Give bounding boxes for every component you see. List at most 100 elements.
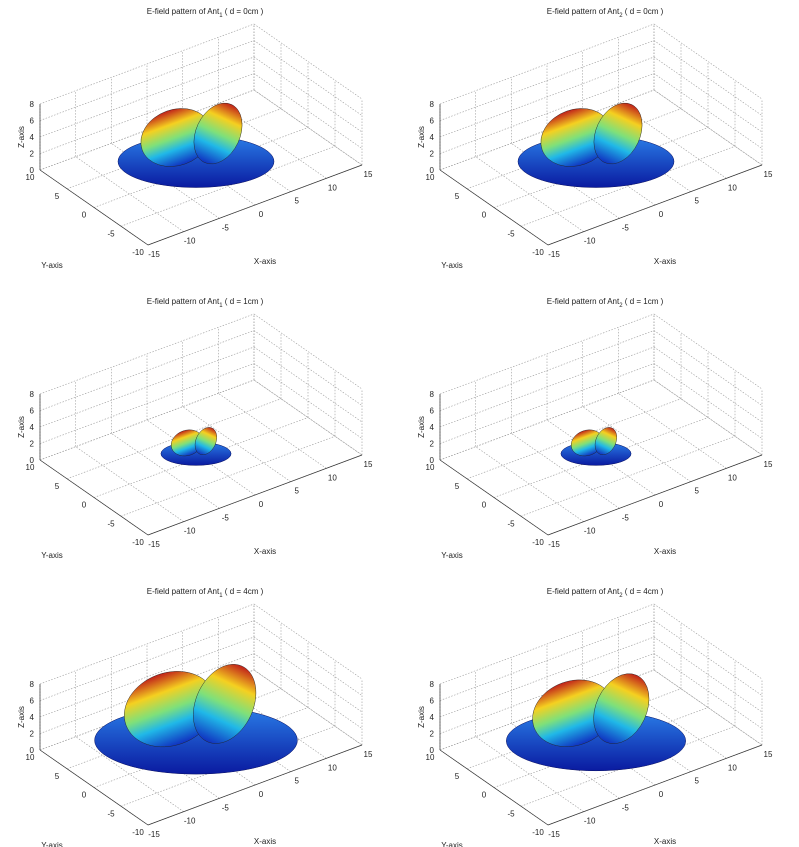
chart-title: E-field pattern of Ant2 ( d = 4cm ) bbox=[547, 587, 664, 599]
grid-line bbox=[520, 435, 736, 517]
x-tick-label: -10 bbox=[184, 237, 196, 246]
grid-line bbox=[546, 129, 656, 206]
x-tick-label: -5 bbox=[222, 803, 230, 812]
grid-line bbox=[653, 653, 763, 729]
plot-panel: -15-10-5051015-10-5051002468X-axisY-axis… bbox=[17, 587, 373, 847]
grid-line bbox=[439, 73, 655, 154]
axis-line bbox=[439, 459, 549, 536]
surface-lobe bbox=[593, 673, 650, 744]
grid-line bbox=[511, 433, 620, 509]
x-tick-label: 5 bbox=[294, 487, 299, 496]
z-tick-label: 8 bbox=[430, 390, 435, 399]
x-tick-label: 10 bbox=[728, 473, 737, 482]
y-axis-label: Y-axis bbox=[41, 261, 63, 270]
grid-line bbox=[653, 56, 763, 133]
z-tick-label: 2 bbox=[430, 150, 435, 159]
grid-line bbox=[653, 89, 763, 166]
z-tick-label: 8 bbox=[30, 390, 35, 399]
title-suffix: ( d = 0cm ) bbox=[623, 7, 664, 16]
grid-line bbox=[182, 116, 291, 192]
grid-line bbox=[218, 393, 327, 469]
grid-line bbox=[253, 330, 363, 406]
grid-line bbox=[75, 446, 184, 522]
grid-line bbox=[39, 379, 255, 461]
chart-title: E-field pattern of Ant2 ( d = 1cm ) bbox=[547, 297, 664, 309]
grid-line bbox=[39, 346, 255, 428]
title-subscript: 2 bbox=[619, 303, 623, 309]
title-subscript: 2 bbox=[619, 593, 623, 599]
x-tick-label: 15 bbox=[364, 460, 373, 469]
grid-line bbox=[75, 736, 184, 812]
grid-line bbox=[653, 620, 763, 696]
x-tick-label: 10 bbox=[328, 183, 337, 192]
x-axis-label: X-axis bbox=[654, 257, 676, 266]
x-tick-label: -15 bbox=[148, 830, 160, 839]
x-tick-label: 15 bbox=[364, 750, 373, 759]
grid-line bbox=[253, 89, 363, 166]
x-tick-label: -5 bbox=[622, 223, 630, 232]
grid-line bbox=[253, 620, 363, 696]
z-tick-label: 0 bbox=[30, 746, 35, 755]
y-tick-label: 0 bbox=[82, 211, 87, 220]
title-subscript: 2 bbox=[619, 13, 623, 19]
grid-line bbox=[439, 23, 655, 105]
grid-line bbox=[582, 406, 691, 482]
plot-panel: -15-10-5051015-10-5051002468X-axisY-axis… bbox=[417, 587, 773, 847]
z-axis-label: Z-axis bbox=[417, 126, 426, 148]
z-tick-label: 0 bbox=[430, 746, 435, 755]
grid-line bbox=[146, 129, 256, 206]
grid-line bbox=[439, 56, 655, 138]
x-tick-label: 5 bbox=[694, 777, 699, 786]
plot-panel: -15-10-5051015-10-5051002468X-axisY-axis… bbox=[17, 297, 373, 560]
y-axis-label: Y-axis bbox=[441, 841, 463, 847]
z-tick-label: 2 bbox=[30, 440, 35, 449]
x-tick-label: 0 bbox=[259, 210, 264, 219]
grid-line bbox=[253, 363, 363, 439]
grid-line bbox=[582, 696, 691, 772]
plot-panel: -15-10-5051015-10-5051002468X-axisY-axis… bbox=[417, 7, 773, 270]
x-tick-label: 0 bbox=[259, 500, 264, 509]
grid-line bbox=[653, 23, 763, 100]
x-tick-label: -10 bbox=[584, 527, 596, 536]
y-tick-label: -5 bbox=[107, 809, 115, 818]
x-tick-label: 15 bbox=[764, 750, 773, 759]
x-tick-label: 10 bbox=[328, 473, 337, 482]
grid-line bbox=[582, 116, 691, 192]
surface-lobe bbox=[194, 427, 217, 456]
grid-line bbox=[520, 145, 736, 227]
x-tick-label: -5 bbox=[622, 513, 630, 522]
title-suffix: ( d = 1cm ) bbox=[623, 297, 664, 306]
x-tick-label: -15 bbox=[548, 830, 560, 839]
x-tick-label: 5 bbox=[694, 197, 699, 206]
z-tick-label: 0 bbox=[430, 456, 435, 465]
axis-line bbox=[39, 169, 149, 246]
z-tick-label: 4 bbox=[30, 423, 35, 432]
title-text: E-field pattern of Ant bbox=[147, 297, 220, 306]
grid-line bbox=[111, 143, 220, 219]
grid-line bbox=[39, 56, 255, 138]
grid-line bbox=[120, 435, 336, 517]
grid-line bbox=[39, 40, 255, 121]
x-tick-label: 10 bbox=[728, 763, 737, 772]
grid-line bbox=[439, 620, 655, 701]
grid-line bbox=[39, 620, 255, 701]
surface-lobe bbox=[593, 102, 643, 165]
x-axis-label: X-axis bbox=[654, 837, 676, 846]
y-axis-label: Y-axis bbox=[441, 261, 463, 270]
z-tick-label: 8 bbox=[30, 100, 35, 109]
z-tick-label: 6 bbox=[30, 697, 35, 706]
plot-panel: -15-10-5051015-10-5051002468X-axisY-axis… bbox=[417, 297, 773, 560]
x-tick-label: 0 bbox=[659, 210, 664, 219]
z-axis-label: Z-axis bbox=[17, 126, 26, 148]
y-tick-label: 5 bbox=[455, 482, 460, 491]
x-tick-label: -10 bbox=[184, 817, 196, 826]
grid-line bbox=[111, 433, 220, 509]
x-tick-label: -5 bbox=[222, 223, 230, 232]
x-tick-label: 10 bbox=[728, 183, 737, 192]
y-tick-label: -10 bbox=[532, 248, 544, 257]
grid-line bbox=[618, 393, 727, 469]
grid-line bbox=[120, 145, 336, 227]
grid-line bbox=[253, 669, 363, 746]
grid-line bbox=[653, 346, 763, 423]
